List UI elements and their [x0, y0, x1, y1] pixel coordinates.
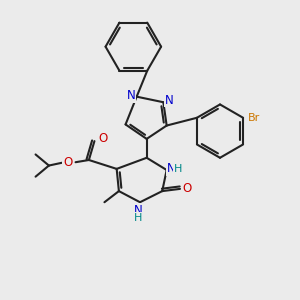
Text: N: N	[127, 89, 136, 102]
Text: O: O	[99, 132, 108, 146]
Text: N: N	[164, 94, 173, 106]
Text: Br: Br	[248, 113, 260, 123]
Text: H: H	[174, 164, 182, 174]
Text: O: O	[63, 156, 72, 169]
Text: N: N	[134, 203, 142, 217]
Text: O: O	[182, 182, 191, 195]
Text: H: H	[134, 213, 142, 223]
Text: N: N	[167, 162, 176, 176]
